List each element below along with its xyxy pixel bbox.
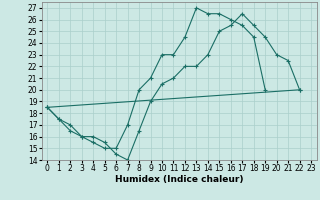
X-axis label: Humidex (Indice chaleur): Humidex (Indice chaleur)	[115, 175, 244, 184]
